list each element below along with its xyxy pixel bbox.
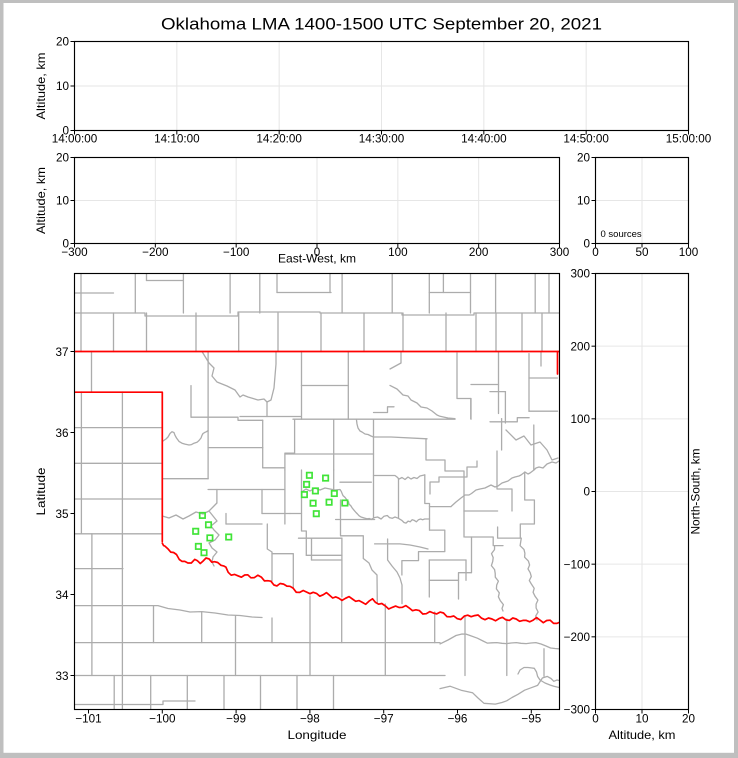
svg-text:East-West, km: East-West, km [278,253,356,266]
svg-text:20: 20 [682,712,696,725]
svg-text:36: 36 [55,427,68,440]
svg-text:Altitude, km: Altitude, km [609,729,676,742]
svg-text:−100: −100 [149,712,176,725]
svg-text:10: 10 [577,195,591,208]
svg-text:−200: −200 [564,631,591,644]
svg-text:20: 20 [577,152,591,165]
svg-text:0: 0 [314,246,321,259]
svg-text:37: 37 [55,346,68,359]
svg-text:−97: −97 [374,712,394,725]
svg-text:300: 300 [570,268,590,281]
svg-text:Altitude, km: Altitude, km [35,53,48,120]
svg-text:50: 50 [635,246,649,259]
svg-text:14:50:00: 14:50:00 [563,133,609,146]
svg-text:−101: −101 [75,712,101,725]
svg-text:0: 0 [592,246,599,259]
svg-text:100: 100 [570,413,590,426]
svg-text:Oklahoma LMA 1400-1500 UTC Sep: Oklahoma LMA 1400-1500 UTC September 20,… [161,16,602,34]
svg-text:100: 100 [388,246,408,259]
svg-text:−95: −95 [521,712,541,725]
svg-text:10: 10 [635,712,649,725]
svg-text:20: 20 [56,36,70,49]
svg-text:200: 200 [469,246,489,259]
svg-text:0: 0 [62,125,69,138]
svg-text:14:00:00: 14:00:00 [52,133,98,146]
svg-text:14:20:00: 14:20:00 [256,133,302,146]
svg-text:0 sources: 0 sources [601,229,642,240]
svg-text:−98: −98 [300,712,320,725]
svg-text:14:40:00: 14:40:00 [461,133,507,146]
svg-text:0: 0 [583,238,590,251]
svg-text:Latitude: Latitude [35,468,48,516]
svg-text:300: 300 [550,246,570,259]
svg-text:100: 100 [679,246,699,259]
svg-text:North-South, km: North-South, km [690,449,703,535]
svg-text:34: 34 [55,589,69,602]
svg-text:20: 20 [56,152,70,165]
svg-text:10: 10 [56,80,70,93]
svg-text:0: 0 [583,486,590,499]
svg-text:14:10:00: 14:10:00 [154,133,200,146]
svg-text:−200: −200 [142,246,169,259]
svg-text:14:30:00: 14:30:00 [359,133,405,146]
svg-text:0: 0 [592,712,599,725]
svg-text:−100: −100 [223,246,250,259]
svg-text:−96: −96 [448,712,468,725]
svg-text:33: 33 [55,670,68,683]
svg-text:−100: −100 [564,558,591,571]
svg-text:10: 10 [56,195,70,208]
svg-text:−300: −300 [61,246,88,259]
svg-text:Longitude: Longitude [288,729,347,742]
svg-text:15:00:00: 15:00:00 [666,133,712,146]
svg-text:200: 200 [570,340,590,353]
svg-text:−300: −300 [564,704,591,717]
svg-text:−99: −99 [226,712,246,725]
svg-text:Altitude, km: Altitude, km [35,167,48,234]
svg-text:0: 0 [62,238,69,251]
svg-text:35: 35 [55,508,69,521]
